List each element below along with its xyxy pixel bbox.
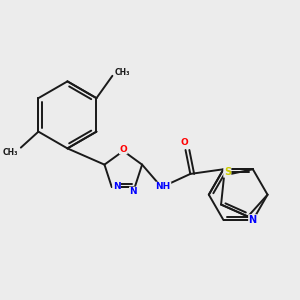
Text: N: N xyxy=(130,187,137,196)
Text: CH₃: CH₃ xyxy=(3,148,18,157)
Text: O: O xyxy=(180,139,188,148)
Text: O: O xyxy=(119,145,127,154)
Text: NH: NH xyxy=(156,182,171,191)
Text: CH₃: CH₃ xyxy=(114,68,130,77)
Text: S: S xyxy=(224,167,231,177)
Text: N: N xyxy=(112,182,120,191)
Text: N: N xyxy=(249,215,257,225)
